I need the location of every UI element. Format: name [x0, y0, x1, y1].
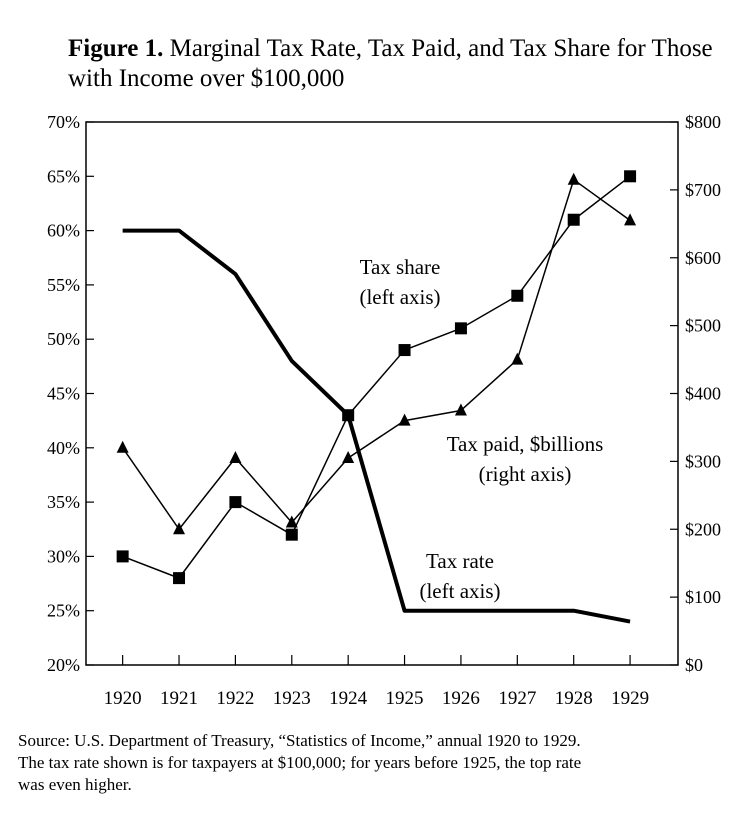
right-axis-tick-label: $500 — [685, 316, 721, 336]
tax-paid-marker — [624, 213, 637, 226]
tax-rate-line — [122, 228, 631, 624]
tax-share-marker — [624, 170, 637, 183]
tax-paid-marker — [398, 413, 411, 426]
tax-share-line — [122, 175, 631, 579]
tax-share-marker — [567, 213, 580, 226]
x-axis-tick-label: 1923 — [273, 688, 311, 709]
left-axis-tick-label: 55% — [47, 275, 80, 295]
left-axis-tick-label: 65% — [47, 166, 80, 186]
left-axis-tick-label: 25% — [47, 601, 80, 621]
right-axis-tick-label: $600 — [685, 248, 721, 268]
x-axis-tick-label: 1925 — [386, 688, 424, 709]
tax-share-marker — [342, 409, 355, 422]
left-axis-tick-label: 30% — [47, 546, 80, 566]
right-axis-tick-label: $200 — [685, 519, 721, 539]
left-axis-tick-label: 35% — [47, 492, 80, 512]
tax-paid-marker — [229, 450, 242, 463]
tax-share-marker — [173, 572, 186, 585]
left-axis-tick-label: 45% — [47, 384, 80, 404]
right-axis-tick-label: $300 — [685, 451, 721, 471]
left-axis-tick-label: 60% — [47, 221, 80, 241]
figure-number: Figure 1. — [68, 35, 164, 62]
source-note: Source: U.S. Department of Treasury, “St… — [18, 730, 743, 796]
source-line-2: The tax rate shown is for taxpayers at $… — [18, 753, 582, 772]
right-axis-tick-label: $100 — [685, 587, 721, 607]
x-axis-tick-label: 1929 — [611, 688, 649, 709]
tax-paid-marker — [511, 352, 524, 365]
tax-share-marker — [116, 550, 129, 563]
right-axis-tick-label: $0 — [685, 655, 703, 675]
x-axis-tick-label: 1924 — [329, 688, 368, 709]
tax-paid-annotation-line-2: (right axis) — [479, 462, 572, 486]
axes: 20% 25% 30% 35% 40% 45% 50% 55% 60% 65% 70% $0 $100 $… — [47, 112, 721, 709]
tax-rate-annotation-line-2: (left axis) — [419, 579, 500, 603]
source-line-1: Source: U.S. Department of Treasury, “St… — [18, 731, 581, 750]
left-axis-tick-label: 70% — [47, 112, 80, 132]
right-axis-tick-label: $400 — [685, 384, 721, 404]
right-axis-tick-label: $800 — [685, 112, 721, 132]
left-axis-tick-label: 50% — [47, 329, 80, 349]
tax-share-marker — [454, 322, 467, 335]
tax-paid-marker — [116, 440, 129, 453]
x-axis-tick-label: 1928 — [555, 688, 593, 709]
series-layer — [116, 170, 637, 624]
tax-paid-marker — [342, 450, 355, 463]
tax-rate-annotation-line-1: Tax rate — [426, 549, 494, 573]
tax-paid-marker — [567, 172, 580, 185]
figure-caption: Marginal Tax Rate, Tax Paid, and Tax Sha… — [68, 35, 713, 92]
tax-share-marker — [511, 289, 524, 302]
tax-share-annotation-line-2: (left axis) — [359, 285, 440, 309]
x-axis-tick-label: 1927 — [498, 688, 536, 709]
tax-paid-annotation-line-1: Tax paid, $billions — [447, 432, 604, 456]
tax-share-marker — [285, 528, 298, 541]
left-axis-tick-label: 20% — [47, 655, 80, 675]
tax-paid-marker — [173, 522, 186, 535]
tax-share-marker — [398, 344, 411, 357]
tax-paid-line — [122, 178, 631, 530]
tax-share-marker — [229, 496, 242, 509]
tax-paid-marker — [454, 403, 467, 416]
x-axis-tick-label: 1920 — [104, 688, 142, 709]
x-axis-tick-label: 1922 — [216, 688, 254, 709]
tax-share-annotation-line-1: Tax share — [360, 255, 441, 279]
x-axis-tick-label: 1921 — [160, 688, 198, 709]
annotations: Tax rate (left axis) Tax share (left axis) T… — [359, 255, 603, 603]
source-line-3: was even higher. — [18, 775, 132, 794]
tax-paid-marker — [285, 515, 298, 528]
chart-title: Figure 1. Marginal Tax Rate, Tax Paid, a… — [68, 34, 728, 94]
left-axis-tick-label: 40% — [47, 438, 80, 458]
right-axis-tick-label: $700 — [685, 180, 721, 200]
x-axis-tick-label: 1926 — [442, 688, 480, 709]
